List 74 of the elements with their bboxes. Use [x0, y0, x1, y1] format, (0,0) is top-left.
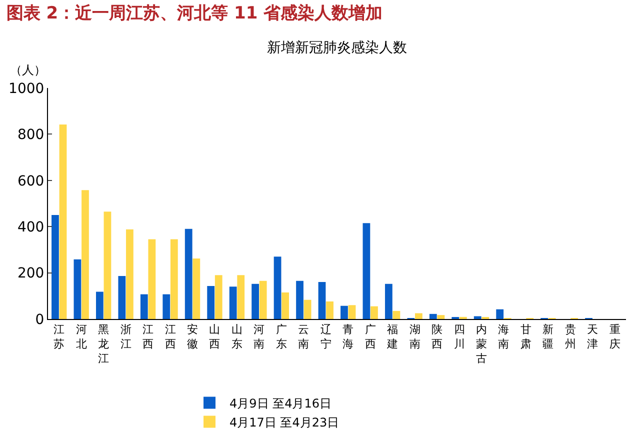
- x-tick-label: 海南: [498, 323, 510, 350]
- x-tick-label: 青海: [342, 323, 354, 350]
- bar: [170, 239, 178, 319]
- y-tick-label: 400: [17, 220, 44, 236]
- bar: [229, 286, 237, 319]
- y-tick-label: 0: [35, 312, 44, 328]
- bar: [104, 212, 112, 319]
- bar: [318, 282, 326, 319]
- bar: [59, 124, 67, 319]
- x-tick-label: 重庆: [609, 323, 620, 350]
- x-tick-label: 新疆: [542, 323, 554, 350]
- bar: [52, 215, 59, 319]
- x-tick-label: 福建: [386, 323, 398, 350]
- chart-subtitle: 新增新冠肺炎感染人数: [267, 40, 407, 56]
- bar: [118, 276, 126, 319]
- bar: [148, 239, 156, 319]
- x-tick-label: 河南: [254, 323, 265, 350]
- bar: [496, 309, 504, 319]
- bar: [274, 256, 282, 319]
- x-tick-label: 河北: [76, 323, 87, 350]
- bar: [162, 294, 170, 319]
- bar: [474, 316, 482, 319]
- x-tick-label: 黑龙江: [98, 323, 110, 365]
- bar: [82, 190, 89, 319]
- x-tick-label: 江西: [142, 323, 154, 350]
- bar: [437, 315, 445, 319]
- x-tick-label: 浙江: [120, 323, 132, 350]
- x-tick-label: 云南: [298, 323, 310, 350]
- chart-title: 图表 2：近一周江苏、河北等 11 省感染人数增加: [6, 4, 383, 24]
- bar: [140, 294, 148, 319]
- x-tick-label: 天津: [587, 323, 598, 350]
- bar: [384, 284, 392, 319]
- bar: [184, 228, 192, 319]
- bar: [252, 284, 259, 319]
- x-tick-label: 甘肃: [520, 323, 532, 350]
- bar: [259, 280, 267, 319]
- bar: [370, 306, 378, 319]
- bar: [207, 286, 215, 319]
- x-tick-label: 山西: [209, 323, 220, 350]
- legend-label: 4月9日 至4月16日: [230, 396, 332, 410]
- y-tick-label: 200: [17, 266, 44, 282]
- bar: [96, 292, 104, 319]
- bar: [326, 301, 334, 319]
- y-tick-label: 600: [17, 173, 44, 190]
- x-tick-label: 四川: [454, 323, 465, 350]
- x-tick-label: 广东: [276, 323, 287, 350]
- bar: [282, 292, 290, 319]
- bar: [296, 280, 304, 319]
- bar: [340, 306, 348, 319]
- x-tick-label: 安徽: [187, 323, 198, 350]
- x-tick-label: 山东: [231, 323, 242, 350]
- bar: [237, 275, 245, 319]
- x-tick-label: 江苏: [54, 323, 65, 350]
- x-tick-label: 广西: [364, 323, 376, 350]
- y-tick-label: 1000: [8, 80, 44, 97]
- bar: [304, 300, 312, 319]
- bar: [415, 313, 422, 319]
- x-tick-label: 辽宁: [320, 323, 332, 350]
- x-tick-label: 江西: [164, 323, 176, 350]
- y-tick-label: 800: [17, 127, 44, 144]
- legend-label: 4月17日 至4月23日: [230, 415, 340, 430]
- bar: [429, 314, 437, 319]
- x-tick-label: 贵州: [564, 323, 576, 350]
- bar: [362, 223, 370, 319]
- bar: [74, 259, 82, 319]
- x-tick-label: 湖南: [409, 323, 420, 350]
- bar: [348, 305, 356, 319]
- bar: [126, 229, 134, 319]
- bar: [192, 258, 200, 319]
- x-tick-label: 内蒙古: [476, 323, 487, 365]
- bar: [392, 310, 400, 319]
- y-axis-title: （人）: [10, 63, 46, 77]
- bar: [214, 275, 222, 319]
- x-tick-label: 陕西: [432, 323, 443, 350]
